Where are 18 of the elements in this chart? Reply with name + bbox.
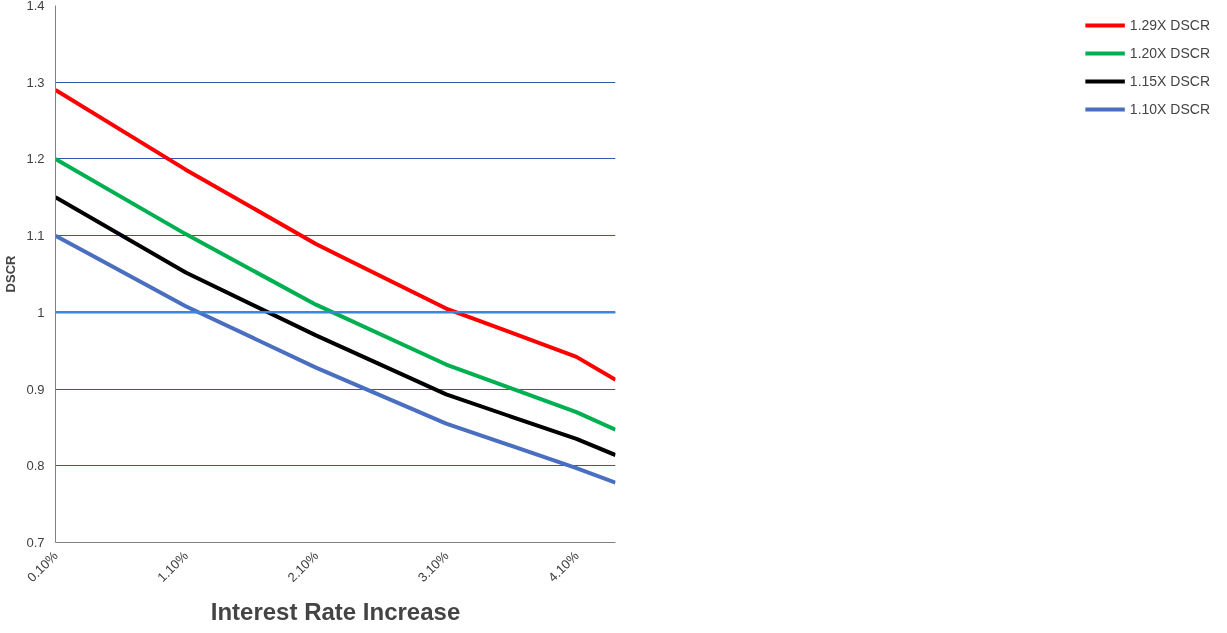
y-tick-label: 1.3 — [26, 74, 45, 90]
legend-label: 1.20X DSCR — [1129, 45, 1210, 61]
y-axis-title: DSCR — [3, 254, 19, 293]
y-tick-label: 0.8 — [26, 458, 45, 474]
y-tick-label: 1.1 — [26, 228, 45, 244]
line-series — [55, 87, 616, 382]
y-tick-label: 1 — [37, 304, 45, 320]
y-tick-label: 1.2 — [26, 151, 45, 167]
x-axis-title: Interest Rate Increase — [210, 598, 461, 626]
y-tick-label: 1.4 — [26, 0, 45, 13]
y-tick-label: 0.9 — [26, 381, 45, 397]
legend-label: 1.29X DSCR — [1129, 17, 1210, 33]
line-series — [55, 195, 616, 458]
legend-label: 1.10X DSCR — [1129, 101, 1210, 117]
legend-label: 1.15X DSCR — [1129, 73, 1210, 89]
line-series — [55, 233, 616, 485]
y-tick-label: 0.7 — [26, 535, 45, 550]
line-series — [55, 156, 616, 432]
